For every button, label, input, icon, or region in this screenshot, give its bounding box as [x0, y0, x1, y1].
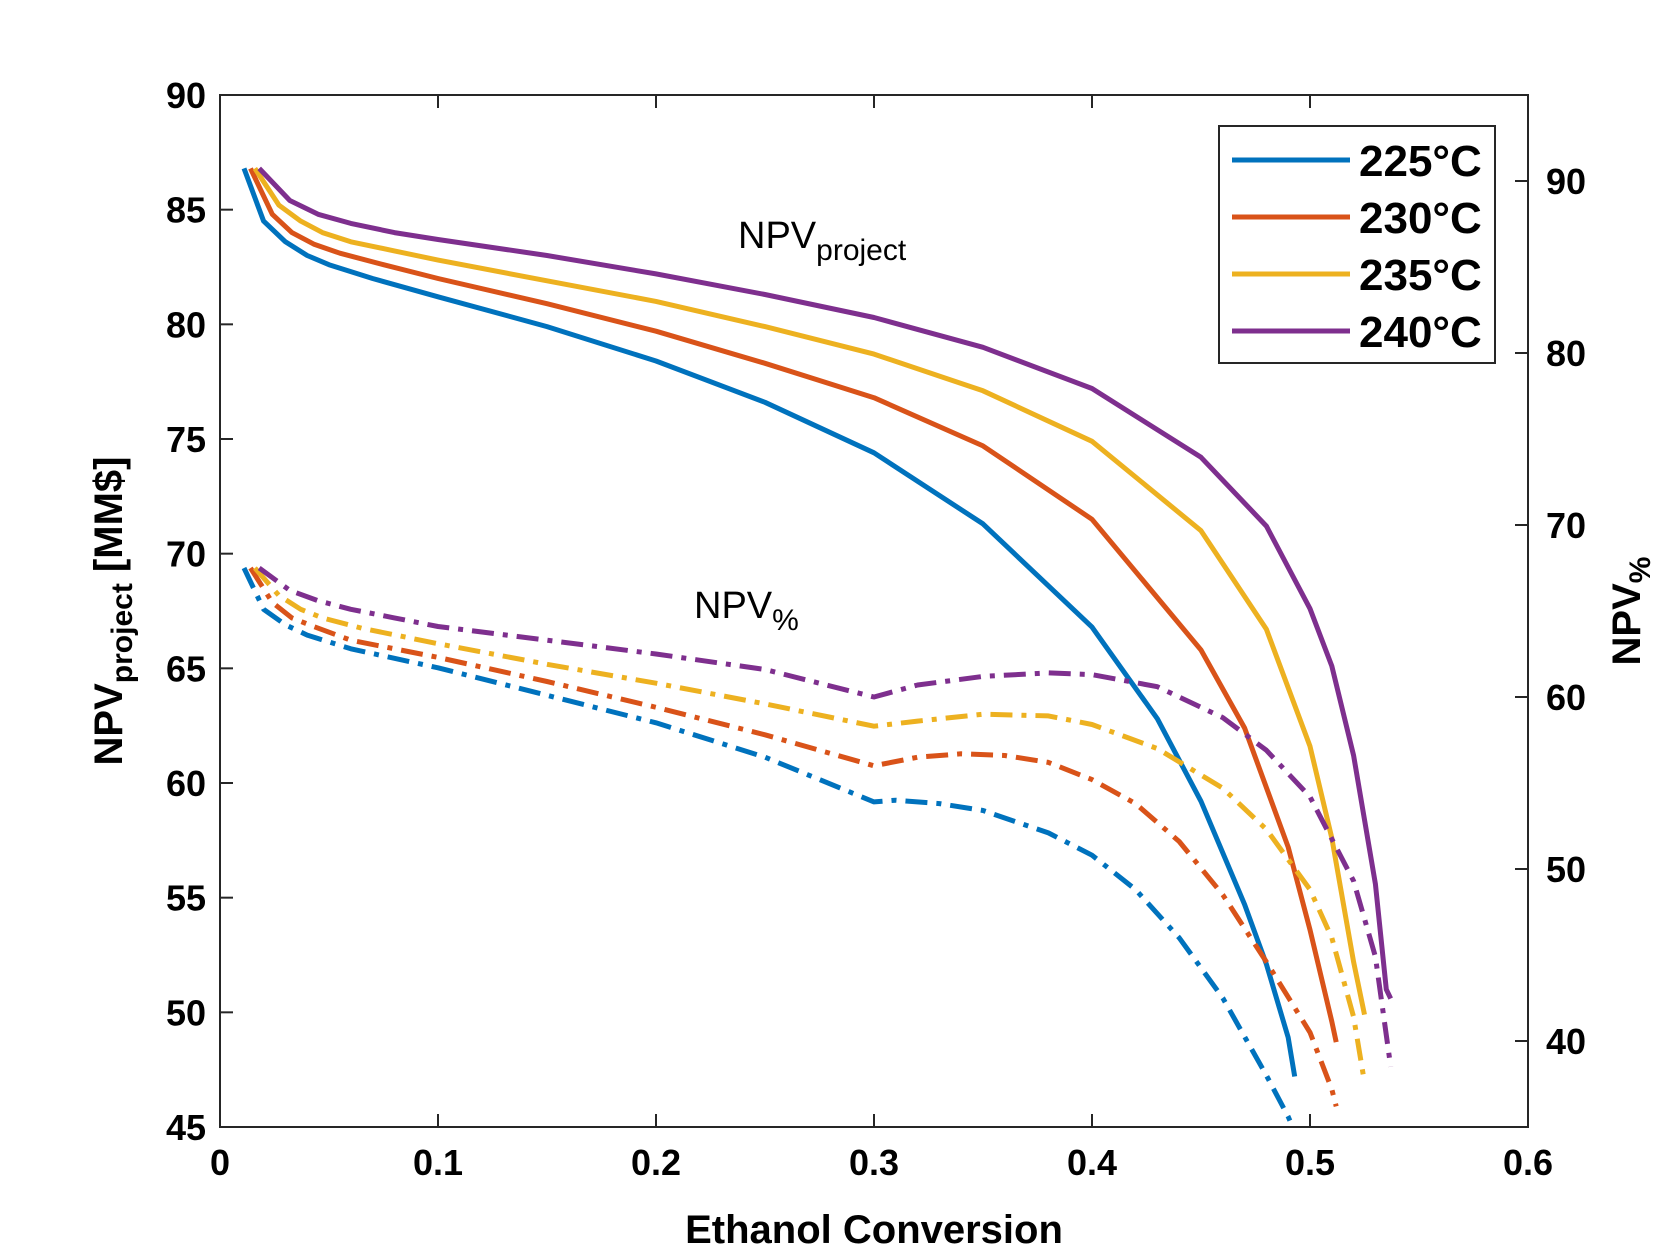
x-tick-label: 0.1: [413, 1142, 463, 1183]
legend-box: [1218, 125, 1496, 364]
y-axis-left: 45 50 55 60 65 70 75 80 85 90: [166, 75, 233, 1148]
y-tick-label: 90: [166, 75, 206, 116]
y2-tick-label: 40: [1546, 1021, 1586, 1062]
annotation-npv-percent-sub: %: [772, 604, 799, 637]
y2-tick-label: 50: [1546, 849, 1586, 890]
series-line-npv-project-235: [252, 167, 1367, 1016]
annotation-npv-percent-main: NPV: [694, 585, 773, 627]
y2-axis-title: NPV%: [1605, 557, 1657, 666]
y-tick-label: 85: [166, 190, 206, 231]
y2-axis-title-sub: %: [1624, 557, 1657, 584]
series-line-npv-project-240: [257, 166, 1393, 1000]
y-tick-label: 65: [166, 648, 206, 689]
annotation-npv-project-main: NPV: [738, 215, 817, 257]
series-line-npv-percent-225: [241, 566, 1295, 1128]
legend-label-240: 240°C: [1359, 308, 1482, 357]
y-tick-label: 80: [166, 304, 206, 345]
y2-tick-label: 80: [1546, 333, 1586, 374]
legend-label-225: 225°C: [1359, 137, 1482, 186]
y2-tick-label: 60: [1546, 677, 1586, 718]
x-tick-label: 0.6: [1503, 1142, 1553, 1183]
legend-label-230: 230°C: [1359, 194, 1482, 243]
legend: 225°C 230°C 235°C 240°C: [1218, 125, 1496, 364]
y-tick-label: 55: [166, 878, 206, 919]
series-line-npv-project-225: [241, 167, 1298, 1077]
legend-label-235: 235°C: [1359, 251, 1482, 300]
y-axis-title-unit: [MM$]: [87, 457, 131, 584]
y-axis-right: 40 50 60 70 80 90: [1515, 161, 1586, 1062]
y-axis-title-main: NPV: [87, 683, 131, 766]
x-tick-label: 0.4: [1067, 1142, 1117, 1183]
x-tick-label: 0.3: [849, 1142, 899, 1183]
y-tick-label: 45: [166, 1107, 206, 1148]
x-axis: 0 0.1 0.2 0.3 0.4 0.5 0.6: [210, 95, 1553, 1183]
y-tick-label: 50: [166, 992, 206, 1033]
series-line-npv-percent-240: [257, 565, 1394, 1068]
y2-axis-title-main: NPV: [1605, 583, 1649, 666]
series-line-npv-percent-230: [248, 566, 1339, 1108]
series-line-npv-percent-235: [253, 566, 1367, 1083]
y-axis-title: NPVproject [MM$]: [87, 457, 139, 766]
y2-tick-label: 70: [1546, 505, 1586, 546]
y-tick-label: 70: [166, 534, 206, 575]
annotation-npv-project-sub: project: [816, 234, 907, 267]
x-tick-label: 0.2: [631, 1142, 681, 1183]
x-tick-label: 0.5: [1285, 1142, 1335, 1183]
y2-tick-label: 90: [1546, 161, 1586, 202]
plot-lines: [241, 166, 1394, 1128]
x-axis-title: Ethanol Conversion: [685, 1208, 1063, 1252]
series-line-npv-project-230: [248, 167, 1339, 1043]
annotation-npv-project: NPVproject: [738, 215, 907, 267]
x-tick-label: 0: [210, 1142, 230, 1183]
y-tick-label: 75: [166, 419, 206, 460]
y-tick-label: 60: [166, 763, 206, 804]
y-axis-title-sub: project: [106, 583, 139, 683]
annotation-npv-percent: NPV%: [694, 585, 799, 637]
